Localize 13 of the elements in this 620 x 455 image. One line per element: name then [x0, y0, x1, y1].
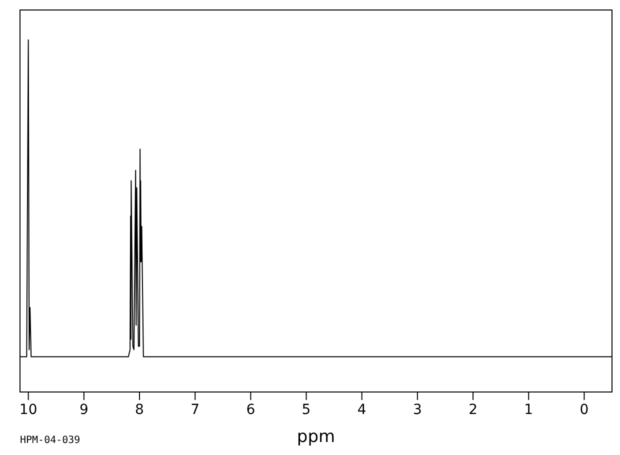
text: HPM-04-039 — [20, 435, 80, 446]
x-tick-label: 4 — [357, 402, 366, 418]
x-tick-label: 6 — [246, 402, 256, 418]
x-tick-label: 3 — [412, 402, 422, 418]
x-tick-label: 7 — [190, 402, 200, 418]
x-tick-label: 0 — [580, 402, 589, 418]
x-tick-label: 10 — [19, 402, 38, 418]
x-axis-title: ppm — [296, 427, 336, 447]
x-tick-label: 2 — [468, 402, 478, 418]
x-tick-label: 8 — [135, 402, 144, 418]
x-tick-label: 9 — [79, 402, 88, 418]
x-tick-label: 5 — [302, 402, 311, 418]
x-tick-label: 1 — [524, 402, 534, 418]
